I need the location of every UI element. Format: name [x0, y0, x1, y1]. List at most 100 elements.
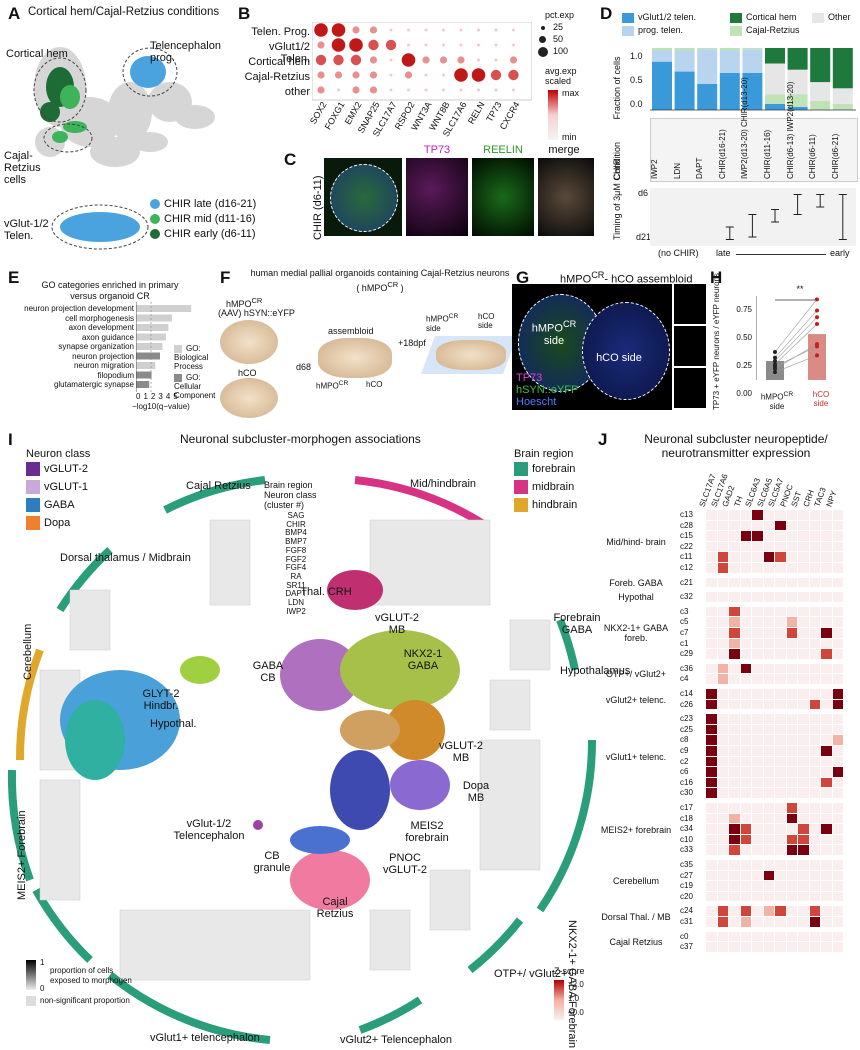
timing-d6: d6 [638, 188, 649, 198]
dotplot-row-labels: Telen. Prog. vGlut1/2 Telen. Cortical he… [238, 26, 310, 101]
heatmap-cell [752, 777, 763, 788]
heatmap-cell [763, 870, 774, 881]
panel-d-label: D [600, 4, 613, 23]
heatmap-cell [706, 870, 717, 881]
heatmap-cell [775, 699, 786, 710]
dotplot-dot [352, 26, 360, 34]
heatmap-cell [832, 714, 843, 724]
stacked-bar-d [650, 48, 856, 111]
heatmap-cell [775, 931, 786, 942]
dotplot-dot [477, 43, 480, 47]
heatmap-cell [763, 649, 774, 659]
heatmap-cell [786, 777, 797, 788]
heatmap-cell [729, 699, 740, 710]
panel-f-label: F [220, 268, 231, 287]
go-term: neuron migration [73, 361, 134, 370]
heatmap-cell [821, 845, 832, 855]
dotplot-dot [424, 73, 428, 77]
g-hmpo-side: hMPOCR side [531, 319, 577, 347]
heatmap-cell [729, 592, 740, 602]
hmpo-side-label: hMPOCR side [426, 313, 459, 333]
heatmap-cell [821, 735, 832, 745]
pair-point [773, 350, 777, 354]
heatmap-cell [775, 649, 786, 659]
heatmap-cell [752, 520, 763, 531]
heatmap-cell [729, 531, 740, 541]
dotplot-dot [350, 54, 362, 66]
heatmap-cell [786, 689, 797, 699]
heatmap-cell [740, 824, 751, 834]
stack-segment [697, 49, 718, 84]
panel-c-label: C [284, 150, 297, 169]
umap-meis2: MEIS2 forebrain [405, 820, 449, 844]
panel-b-label: B [238, 4, 251, 23]
inset-2 [674, 326, 706, 366]
heatmap-cell [717, 577, 728, 588]
heatmap-cell [763, 881, 774, 891]
heatmap-cell [729, 577, 740, 588]
heatmap-cell [786, 788, 797, 798]
heatmap-cell [740, 674, 751, 684]
heatmap-cell [752, 592, 763, 602]
heatmap-cell [706, 746, 717, 756]
pair-line [774, 299, 818, 353]
cluster-label: c2 [680, 756, 689, 766]
heatmap-cell [821, 824, 832, 834]
heatmap-cell [706, 860, 717, 870]
heatmap-cell [763, 746, 774, 756]
heatmap-cell [752, 735, 763, 745]
heatmap-cell [740, 845, 751, 855]
heatmap-cell [706, 881, 717, 891]
group-hypothalamus: Hypothalamus [560, 665, 631, 677]
heatmap-cell [798, 649, 809, 659]
dotplot-dot [389, 88, 393, 92]
stack-segment [652, 48, 672, 51]
heatmap-cell [717, 746, 728, 756]
heatmap-cell [763, 813, 774, 824]
heatmap-cell [821, 870, 832, 881]
legend-dot [150, 229, 160, 240]
heatmap-cell [832, 663, 843, 674]
heatmap-cell [717, 788, 728, 798]
annot-vglut-telen: vGlut-1/2 Telen. [4, 218, 49, 242]
group-vglut2-telencephalon: vGlut2+ Telencephalon [340, 1034, 453, 1046]
heatmap-cell [798, 788, 809, 798]
go-term: axon guidance [81, 332, 134, 342]
assembloid-micrograph [512, 284, 672, 410]
heatmap-cell [832, 870, 843, 881]
cluster-label: c24 [680, 906, 693, 916]
heatmap-cell [752, 756, 763, 767]
heatmap-cell [752, 906, 763, 916]
heatmap-cell [775, 577, 786, 588]
group-vglut1-telencephalon: vGlut1+ telencephalon [150, 1032, 260, 1044]
panel-c-ylabel: CHIR (d6-11) [312, 175, 324, 240]
panel-a-title: Cortical hem/Cajal-Retzius conditions [28, 6, 220, 18]
heatmap-cell [821, 531, 832, 541]
heatmap-cell [729, 881, 740, 891]
heatmap-cell [763, 563, 774, 573]
heatmap-cell [717, 942, 728, 952]
cluster-label: c36 [680, 663, 693, 673]
cluster-label: c37 [680, 942, 693, 952]
heatmap-cell [706, 699, 717, 710]
heatmap-cell [740, 520, 751, 531]
late-label: late [716, 248, 731, 258]
size-legend: 25 50 100 [535, 22, 568, 60]
heatmap-cell [717, 531, 728, 541]
group-cerebellum: Cerebellum [22, 623, 34, 680]
heatmap-cell [832, 577, 843, 588]
dotplot-dot [459, 88, 463, 92]
condition-label: CHIR(d6-21) [830, 133, 840, 179]
heatmap-cell [775, 891, 786, 902]
dotplot-dot [442, 73, 445, 77]
condition-label: LDN [672, 162, 682, 179]
heatmap-cell [798, 541, 809, 552]
heatmap-group-label: vGlut1+ telenc. [605, 751, 667, 762]
heatmap-cell [821, 803, 832, 813]
cluster-label: c11 [680, 552, 693, 562]
cluster-label: c29 [680, 649, 693, 659]
heatmap-cell [775, 777, 786, 788]
pair-point [815, 308, 819, 313]
dotplot-dot [331, 23, 346, 37]
cluster-label: c5 [680, 617, 689, 627]
